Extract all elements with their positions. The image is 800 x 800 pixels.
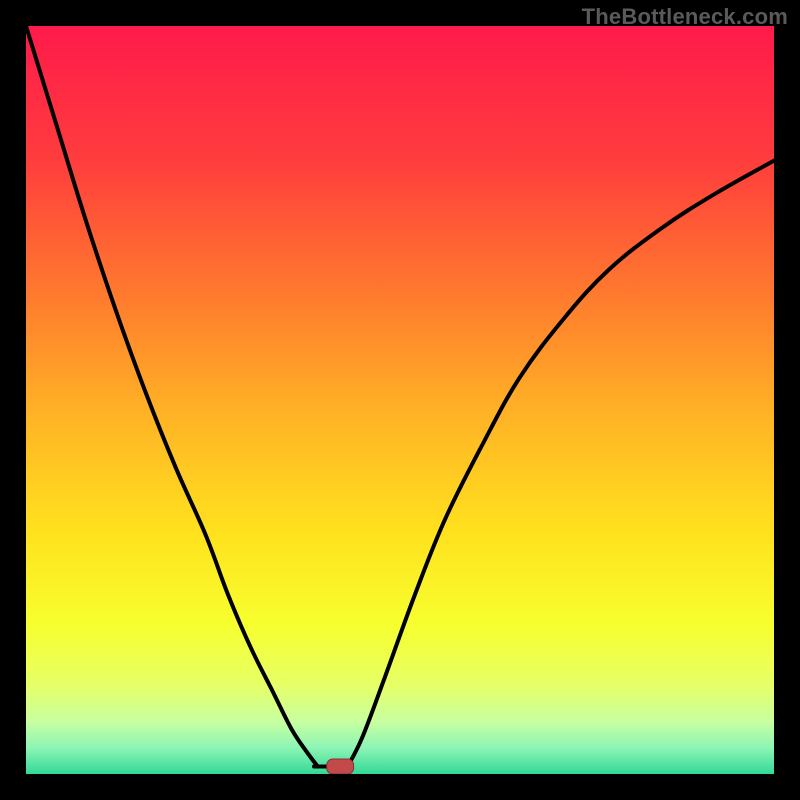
plot-gradient-background (26, 26, 774, 774)
optimal-point-marker (327, 759, 354, 774)
watermark-text: TheBottleneck.com (582, 4, 788, 30)
bottleneck-chart-svg (0, 0, 800, 800)
chart-frame: TheBottleneck.com (0, 0, 800, 800)
